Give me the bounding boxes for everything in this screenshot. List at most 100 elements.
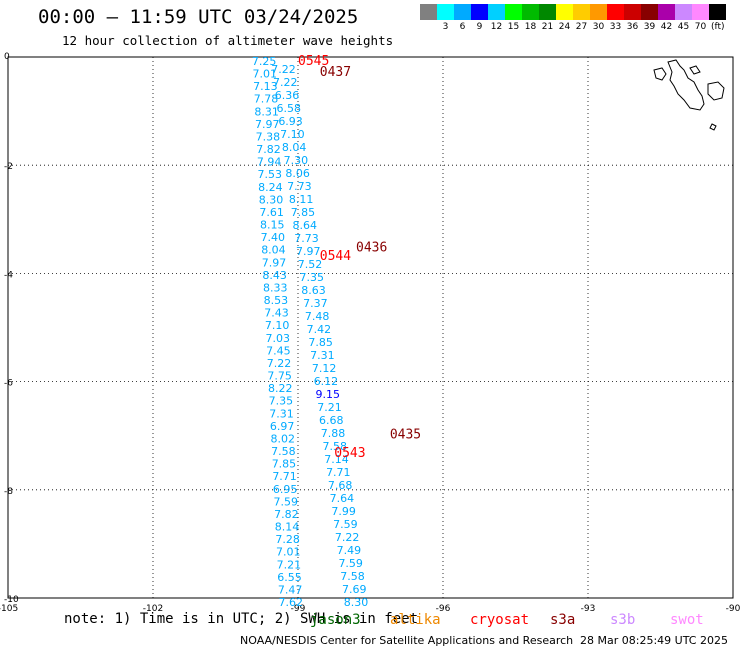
satellite-label-swot: swot <box>670 612 704 628</box>
legend-label: 42 <box>660 22 673 32</box>
wave-height-value: 7.73 <box>294 232 319 245</box>
wave-height-value: 7.75 <box>267 370 292 383</box>
wave-height-value: 7.49 <box>337 544 362 557</box>
wave-height-value: 8.30 <box>344 596 369 609</box>
wave-height-value: 7.71 <box>326 466 351 479</box>
island-outline <box>667 59 705 111</box>
note-text: note: 1) Time is in UTC; 2) SWH is in fe… <box>64 611 419 627</box>
wave-height-value: 7.38 <box>256 130 281 143</box>
pass-time-label: 0435 <box>390 427 421 442</box>
legend-label: 9 <box>476 22 483 32</box>
wave-height-value: 7.71 <box>272 470 297 483</box>
legend-swatch <box>539 4 556 20</box>
satellite-label-s3a: s3a <box>550 612 576 628</box>
legend-swatch <box>454 4 471 20</box>
pass-time-label: 0437 <box>320 65 351 80</box>
wave-height-value: 7.14 <box>324 453 349 466</box>
wave-height-value: 7.42 <box>307 323 332 336</box>
wave-height-value: 6.68 <box>319 414 344 427</box>
wave-height-value: 7.97 <box>262 256 287 269</box>
legend-label: 24 <box>558 22 571 32</box>
legend-swatch <box>709 4 726 20</box>
galapagos-islands <box>653 59 725 131</box>
wave-height-value: 8.04 <box>261 244 286 257</box>
y-tick-label: 0 <box>4 52 10 62</box>
wave-height-value: 8.31 <box>254 105 279 118</box>
legend-label: 3 <box>442 22 449 32</box>
x-tick-label: -105 <box>0 604 18 614</box>
wave-height-value: 7.85 <box>308 336 333 349</box>
wave-height-value: 7.94 <box>257 156 282 169</box>
legend-swatch <box>573 4 590 20</box>
wave-height-value: 7.59 <box>338 557 363 570</box>
x-tick-label: -90 <box>726 604 740 614</box>
pass-time-label: 0544 <box>320 249 351 264</box>
wave-height-value: 6.93 <box>278 115 303 128</box>
wave-height-value: 7.31 <box>269 407 294 420</box>
wave-height-value: 7.10 <box>280 128 305 141</box>
wave-height-value: 7.22 <box>271 63 296 76</box>
wave-height-value: 7.03 <box>266 332 291 345</box>
legend-swatch <box>488 4 505 20</box>
wave-height-value: 7.99 <box>331 505 356 518</box>
legend-swatch <box>641 4 658 20</box>
wave-height-value: 7.43 <box>264 307 289 320</box>
wave-height-value: 8.11 <box>289 193 314 206</box>
wave-height-value: 8.22 <box>268 382 293 395</box>
wave-height-value: 7.59 <box>274 495 299 508</box>
wave-height-value: 7.69 <box>342 583 367 596</box>
wave-height-value: 7.59 <box>333 518 358 531</box>
wave-height-value: 7.73 <box>287 180 312 193</box>
wave-height-value: 6.95 <box>273 483 298 496</box>
wave-height-value: 7.68 <box>328 479 353 492</box>
wave-height-value: 7.21 <box>277 558 302 571</box>
wave-height-value: 7.85 <box>272 458 297 471</box>
legend-label: 21 <box>541 22 554 32</box>
wave-height-value: 8.02 <box>270 432 295 445</box>
wave-height-value: 7.13 <box>253 80 278 93</box>
wave-height-value: 8.15 <box>260 219 285 232</box>
legend-label: 39 <box>643 22 656 32</box>
pass-time-label: 0545 <box>298 54 329 69</box>
wave-height-value: 8.53 <box>264 294 289 307</box>
legend-label: 15 <box>507 22 520 32</box>
satellite-label-cryosat: cryosat <box>470 612 530 628</box>
wave-height-value: 7.25 <box>252 55 277 68</box>
wave-height-value: 7.78 <box>254 93 279 106</box>
wave-height-value: 8.43 <box>262 269 287 282</box>
wave-height-value: 7.45 <box>266 344 291 357</box>
wave-height-value: 7.22 <box>267 357 292 370</box>
legend-swatch <box>437 4 454 20</box>
wave-height-value: 6.58 <box>277 102 302 115</box>
wave-height-value: 7.97 <box>255 118 280 131</box>
legend-swatch <box>556 4 573 20</box>
satellite-label-altika: altika <box>390 612 441 628</box>
wave-height-value: 7.22 <box>335 531 360 544</box>
legend-label: 12 <box>490 22 503 32</box>
wave-height-value: 6.36 <box>275 89 300 102</box>
wave-height-value: 7.58 <box>340 570 365 583</box>
map-frame <box>7 56 734 599</box>
legend-label: 18 <box>524 22 537 32</box>
wave-height-value: 7.52 <box>298 258 323 271</box>
satellite-label-s3b: s3b <box>610 612 636 628</box>
legend-label: 33 <box>609 22 622 32</box>
legend-swatch <box>607 4 624 20</box>
wave-height-value: 7.31 <box>310 349 335 362</box>
wave-height-value: 9.15 <box>315 388 340 401</box>
wave-height-value: 8.04 <box>282 141 307 154</box>
wave-height-value: 7.53 <box>257 168 282 181</box>
legend-swatch <box>522 4 539 20</box>
pass-time-label: 0436 <box>356 241 387 256</box>
wave-height-value: 7.35 <box>269 395 294 408</box>
wave-height-value: 7.58 <box>271 445 296 458</box>
wave-height-value: 7.01 <box>276 546 301 559</box>
x-tick-label: -96 <box>436 604 451 614</box>
wave-height-value: 6.55 <box>277 571 302 584</box>
wave-height-value: 7.47 <box>278 583 303 596</box>
page-title: 00:00 – 11:59 UTC 03/24/2025 <box>38 6 359 28</box>
wave-height-value: 7.82 <box>274 508 299 521</box>
wave-height-value: 6.12 <box>314 375 339 388</box>
wave-height-value: 7.35 <box>300 271 325 284</box>
wave-height-value: 7.21 <box>317 401 342 414</box>
